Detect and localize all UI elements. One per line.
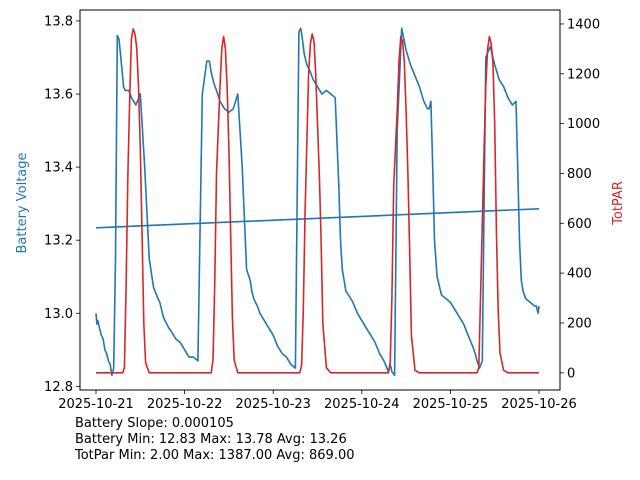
right-y-axis-title: TotPAR	[611, 181, 626, 226]
left-y-tick-label: 13.6	[44, 88, 73, 103]
right-y-tick-label: 200	[567, 316, 592, 331]
x-tick-label: 2025-10-23	[235, 397, 311, 410]
x-tick-label: 2025-10-21	[58, 397, 134, 410]
left-y-tick-label: 13.2	[44, 234, 73, 249]
battery-slope-text: Battery Slope: 0.000105	[75, 416, 234, 431]
x-axis: 2025-10-21 2025-10-22 2025-10-23 2025-10-24…	[58, 390, 577, 410]
plot-lines	[95, 27, 540, 377]
left-y-axis: 12.8 13.0 13.2 13.4 13.6 13.8	[44, 14, 80, 395]
right-y-tick-label: 0	[567, 366, 575, 381]
left-y-tick-label: 13.4	[44, 161, 73, 176]
right-y-tick-label: 1200	[567, 67, 600, 82]
left-y-axis-title: Battery Voltage	[15, 152, 30, 253]
left-y-tick-label: 13.8	[44, 14, 73, 29]
right-y-tick-label: 400	[567, 267, 592, 282]
x-tick-label: 2025-10-22	[147, 397, 223, 410]
right-y-tick-label: 1000	[567, 117, 600, 132]
stats-panel: Battery Slope: 0.000105 Battery Min: 12.…	[75, 416, 355, 464]
battery-stats-text: Battery Min: 12.83 Max: 13.78 Avg: 13.26	[75, 432, 347, 447]
left-y-tick-label: 13.0	[44, 307, 73, 322]
x-tick-label: 2025-10-25	[413, 397, 489, 410]
right-y-tick-label: 600	[567, 217, 592, 232]
x-tick-label: 2025-10-26	[501, 397, 577, 410]
left-y-tick-label: 12.8	[44, 380, 73, 395]
battery-voltage-trend-line	[95, 208, 540, 229]
right-y-tick-label: 800	[567, 167, 592, 182]
right-y-tick-label: 1400	[567, 17, 600, 32]
totpar-stats-text: TotPar Min: 2.00 Max: 1387.00 Avg: 869.0…	[75, 448, 355, 463]
totpar-line	[96, 28, 539, 374]
chart: 2025-10-21 2025-10-22 2025-10-23 2025-10-24…	[15, 9, 626, 410]
right-y-axis: 0 200 400 600 800 1000 1200 1400	[560, 17, 600, 381]
battery-voltage-line	[95, 27, 540, 377]
x-tick-label: 2025-10-24	[324, 397, 400, 410]
plot-frame	[79, 9, 561, 391]
